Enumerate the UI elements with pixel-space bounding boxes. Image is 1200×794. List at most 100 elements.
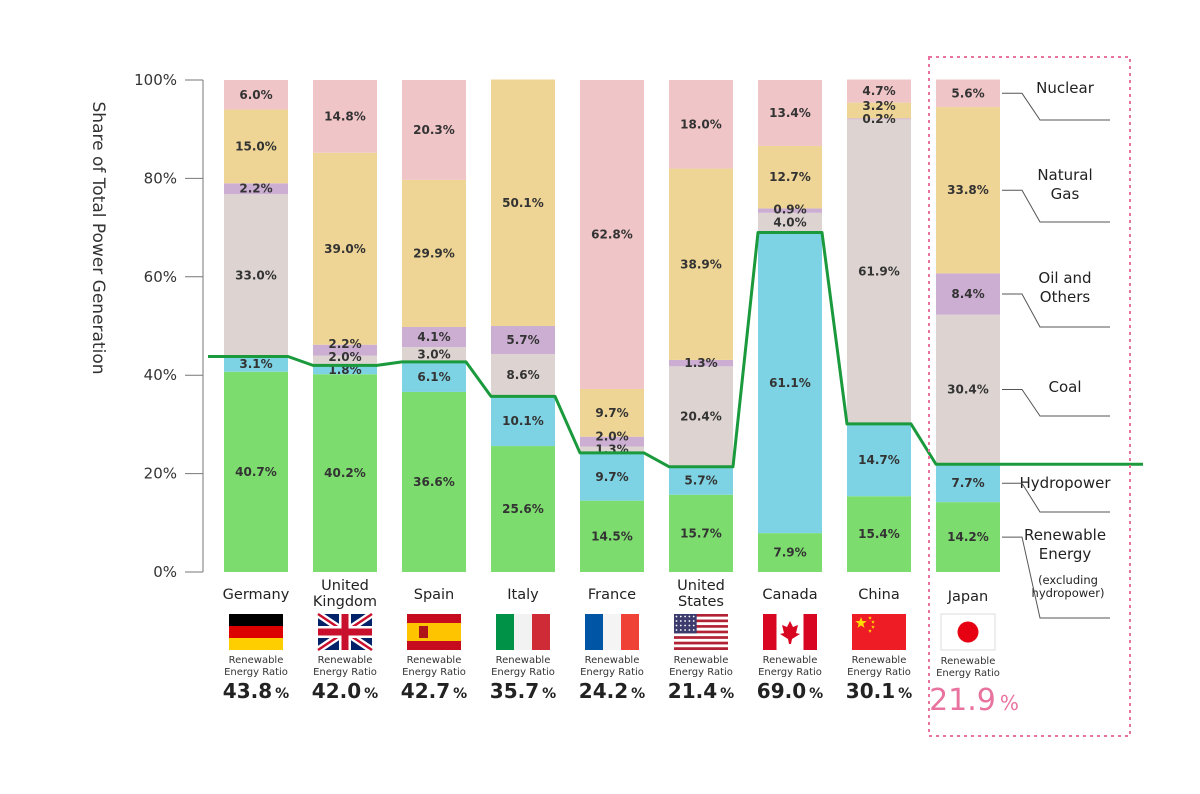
ratio-caption: Energy Ratio bbox=[402, 667, 466, 678]
bar-segment-coal bbox=[580, 446, 644, 453]
ratio-caption: Energy Ratio bbox=[313, 667, 377, 678]
legend-label: Gas bbox=[1051, 185, 1080, 203]
legend-note: hydropower) bbox=[1032, 586, 1105, 600]
country-label: Japan bbox=[947, 589, 988, 605]
legend-leader-line bbox=[1002, 293, 1110, 328]
country-label: United bbox=[321, 578, 369, 594]
bar-segment-renewable-energy bbox=[758, 533, 822, 572]
segment-value-label: 6.1% bbox=[417, 370, 450, 384]
y-axis-label: Share of Total Power Generation bbox=[88, 102, 108, 375]
y-tick-label: 80% bbox=[144, 169, 177, 187]
segment-value-label: 7.7% bbox=[951, 476, 984, 490]
bar-segment-natural-gas bbox=[669, 168, 733, 360]
bar-segment-renewable-energy bbox=[669, 494, 733, 572]
segment-value-label: 4.7% bbox=[862, 84, 895, 98]
segment-value-label: 14.8% bbox=[324, 109, 366, 123]
segment-value-label: 15.7% bbox=[680, 526, 722, 540]
ratio-caption: Renewable bbox=[229, 655, 284, 666]
segment-value-label: 20.3% bbox=[413, 123, 455, 137]
ratio-value: 30.1% bbox=[846, 679, 912, 703]
legend-label: Oil and bbox=[1038, 269, 1091, 287]
ratio-value: 43.8% bbox=[223, 679, 289, 703]
ratio-caption: Renewable bbox=[496, 655, 551, 666]
bar-segment-hydropower bbox=[313, 365, 377, 375]
spain-flag bbox=[407, 614, 461, 650]
segment-value-label: 61.9% bbox=[858, 265, 900, 279]
bar-segment-natural-gas bbox=[491, 79, 555, 327]
segment-value-label: 0.9% bbox=[773, 203, 806, 217]
italy-flag bbox=[496, 614, 550, 650]
bar-segment-hydropower bbox=[491, 396, 555, 447]
segment-value-label: 12.7% bbox=[769, 170, 811, 184]
ratio-caption: Energy Ratio bbox=[224, 667, 288, 678]
segment-value-label: 14.2% bbox=[947, 530, 989, 544]
bar-segment-natural-gas bbox=[402, 179, 466, 327]
segment-value-label: 15.0% bbox=[235, 139, 277, 153]
bar-segment-oil-and-others bbox=[758, 208, 822, 213]
legend-item-hydropower: Hydropower bbox=[1002, 474, 1111, 513]
segment-value-label: 5.7% bbox=[684, 474, 717, 488]
bar-segment-oil-and-others bbox=[669, 359, 733, 367]
segment-value-label: 39.0% bbox=[324, 242, 366, 256]
bar-spain bbox=[402, 80, 466, 572]
y-tick-label: 0% bbox=[153, 563, 177, 581]
bar-segment-natural-gas bbox=[313, 152, 377, 345]
bar-france bbox=[580, 80, 644, 572]
segment-value-label: 5.6% bbox=[951, 86, 984, 100]
bar-segment-coal bbox=[758, 212, 822, 233]
bar-germany bbox=[224, 80, 288, 572]
uk-flag bbox=[316, 611, 374, 653]
legend-label: Energy bbox=[1039, 545, 1092, 563]
bar-segment-renewable-energy bbox=[402, 391, 466, 572]
legend-leader-line bbox=[1002, 388, 1110, 417]
bar-segment-oil-and-others bbox=[313, 344, 377, 356]
y-tick-label: 20% bbox=[144, 465, 177, 483]
country-label: Germany bbox=[223, 587, 290, 603]
bar-segment-natural-gas bbox=[936, 107, 1000, 274]
bar-segment-natural-gas bbox=[758, 145, 822, 209]
ratio-caption: Renewable bbox=[407, 655, 462, 666]
japan-flag bbox=[940, 613, 996, 651]
bar-segment-hydropower bbox=[936, 464, 1000, 503]
segment-value-label: 2.0% bbox=[328, 350, 361, 364]
france-flag bbox=[585, 614, 639, 650]
ratio-value: 24.2% bbox=[579, 679, 645, 703]
segment-value-label: 14.5% bbox=[591, 529, 633, 543]
bar-segment-nuclear bbox=[313, 80, 377, 153]
ratio-value: 42.0% bbox=[312, 679, 378, 703]
bar-segment-nuclear bbox=[580, 80, 644, 389]
bar-segment-natural-gas bbox=[580, 388, 644, 437]
legend-label: Natural bbox=[1037, 166, 1092, 184]
bars bbox=[224, 79, 1000, 572]
bar-segment-hydropower bbox=[669, 466, 733, 495]
segment-value-label: 40.7% bbox=[235, 465, 277, 479]
bar-segment-coal bbox=[491, 354, 555, 397]
segment-value-label: 2.2% bbox=[328, 337, 361, 351]
bar-segment-renewable-energy bbox=[224, 371, 288, 572]
bar-segment-oil-and-others bbox=[402, 326, 466, 348]
bar-segment-nuclear bbox=[758, 80, 822, 146]
legend-leader-line bbox=[1002, 536, 1110, 619]
segment-value-label: 9.7% bbox=[595, 470, 628, 484]
bar-segment-renewable-energy bbox=[847, 496, 911, 572]
bar-united-kingdom bbox=[313, 80, 377, 572]
bar-segment-coal bbox=[936, 314, 1000, 465]
legend-note: (excluding bbox=[1038, 573, 1098, 587]
segment-value-label: 13.4% bbox=[769, 106, 811, 120]
bar-segment-nuclear bbox=[847, 79, 911, 103]
bar-segment-coal bbox=[847, 119, 911, 424]
bar-segment-hydropower bbox=[580, 452, 644, 501]
segment-value-label: 3.1% bbox=[239, 357, 272, 371]
bar-segment-nuclear bbox=[669, 80, 733, 169]
bar-segment-hydropower bbox=[847, 423, 911, 497]
bar-segment-oil-and-others bbox=[847, 118, 911, 120]
ratio-caption: Energy Ratio bbox=[491, 667, 555, 678]
segment-value-label: 50.1% bbox=[502, 196, 544, 210]
segment-value-label: 36.6% bbox=[413, 475, 455, 489]
canada-flag bbox=[763, 614, 817, 650]
bar-segment-oil-and-others bbox=[580, 436, 644, 447]
